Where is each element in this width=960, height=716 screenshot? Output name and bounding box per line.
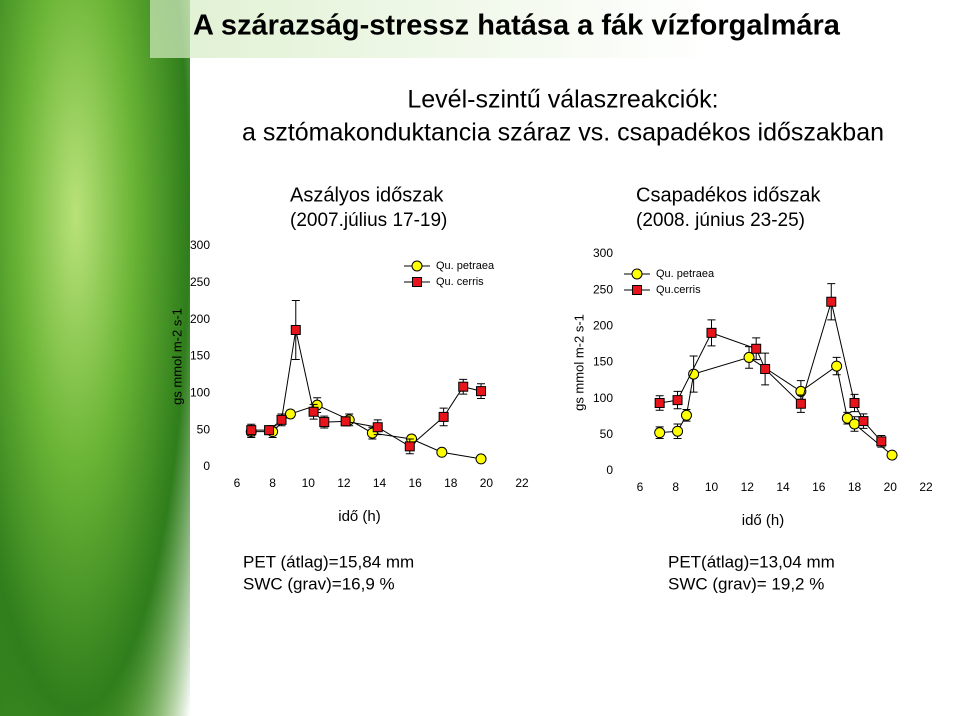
title-band: [150, 0, 960, 58]
note: PET (átlag)=15,84 mm: [243, 552, 414, 571]
y-tick-label: 200: [190, 312, 210, 326]
marker: [743, 351, 755, 363]
marker: [876, 436, 887, 447]
legend-label: Qu. cerris: [436, 276, 484, 288]
chart-title: Aszályos időszak: [290, 184, 444, 206]
marker: [458, 381, 469, 392]
y-tick-label: 250: [593, 282, 613, 296]
y-tick-label: 300: [190, 238, 210, 252]
note: SWC (grav)= 19,2 %: [668, 574, 824, 593]
y-tick-label: 0: [203, 459, 210, 473]
marker: [849, 398, 860, 409]
x-tick-label: 22: [515, 476, 529, 490]
x-axis-label: idő (h): [742, 512, 785, 529]
y-tick-label: 150: [190, 349, 210, 363]
y-tick-label: 0: [606, 463, 613, 477]
marker: [476, 386, 487, 397]
marker: [760, 364, 771, 375]
x-tick-label: 10: [705, 480, 719, 494]
x-tick-label: 18: [444, 476, 458, 490]
x-tick-label: 12: [741, 480, 755, 494]
chart-title: (2008. június 23-25): [636, 210, 805, 231]
x-tick-label: 6: [234, 476, 241, 490]
marker: [264, 425, 275, 436]
marker: [831, 360, 843, 372]
marker: [751, 343, 762, 354]
marker: [340, 416, 351, 427]
x-tick-label: 20: [480, 476, 494, 490]
slide-subtitle: a sztómakonduktancia száraz vs. csapadék…: [242, 119, 884, 147]
x-tick-label: 8: [672, 480, 679, 494]
marker: [654, 398, 665, 409]
x-tick-label: 8: [269, 476, 276, 490]
y-tick-label: 300: [593, 246, 613, 260]
x-tick-label: 14: [373, 476, 387, 490]
x-tick-label: 10: [302, 476, 316, 490]
y-tick-label: 200: [593, 319, 613, 333]
marker: [475, 453, 487, 465]
x-axis-label: idő (h): [338, 508, 381, 525]
x-tick-label: 16: [408, 476, 422, 490]
chart-title: Csapadékos időszak: [636, 184, 822, 206]
marker: [672, 395, 683, 406]
x-tick-label: 12: [337, 476, 351, 490]
marker: [372, 422, 383, 433]
legend-label: Qu. petraea: [436, 260, 495, 272]
legend-label: Qu. petraea: [656, 268, 715, 280]
marker: [319, 417, 330, 428]
marker: [849, 418, 860, 430]
legend-marker: [411, 260, 423, 272]
slide-title: A szárazság-stressz hatása a fák vízforg…: [193, 10, 841, 42]
marker: [795, 398, 806, 409]
marker: [706, 327, 717, 338]
x-tick-label: 6: [637, 480, 644, 494]
x-tick-label: 18: [848, 480, 862, 494]
y-axis-label: gs mmol m-2 s-1: [169, 308, 184, 405]
legend-marker: [632, 285, 642, 295]
marker: [886, 449, 898, 461]
marker: [284, 408, 296, 420]
marker: [276, 414, 287, 425]
y-tick-label: 100: [190, 386, 210, 400]
marker: [404, 441, 415, 452]
slide-subtitle: Levél-szintű válaszreakciók:: [407, 86, 718, 114]
y-tick-label: 50: [197, 422, 211, 436]
marker: [858, 416, 869, 427]
marker: [826, 296, 837, 307]
marker: [290, 324, 301, 335]
marker: [654, 427, 666, 439]
legend-marker: [412, 277, 422, 287]
y-tick-label: 250: [190, 275, 210, 289]
marker: [308, 406, 319, 417]
series-line: [251, 329, 482, 447]
x-tick-label: 14: [776, 480, 790, 494]
y-tick-label: 100: [593, 391, 613, 405]
marker: [680, 409, 692, 421]
marker: [841, 412, 853, 424]
x-tick-label: 16: [812, 480, 826, 494]
y-tick-label: 50: [600, 427, 614, 441]
legend-label: Qu.cerris: [656, 284, 701, 296]
marker: [672, 425, 684, 437]
chart-title: (2007.július 17-19): [290, 210, 447, 231]
note: SWC (grav)=16,9 %: [243, 574, 395, 593]
marker: [436, 446, 448, 458]
legend-marker: [631, 268, 643, 280]
x-tick-label: 20: [884, 480, 898, 494]
leaf-background: [0, 0, 190, 716]
marker: [438, 411, 449, 422]
y-axis-label: gs mmol m-2 s-1: [571, 314, 586, 411]
x-tick-label: 22: [919, 480, 933, 494]
series-line: [659, 299, 882, 442]
note: PET(átlag)=13,04 mm: [668, 552, 835, 571]
y-tick-label: 150: [593, 355, 613, 369]
marker: [246, 425, 257, 436]
